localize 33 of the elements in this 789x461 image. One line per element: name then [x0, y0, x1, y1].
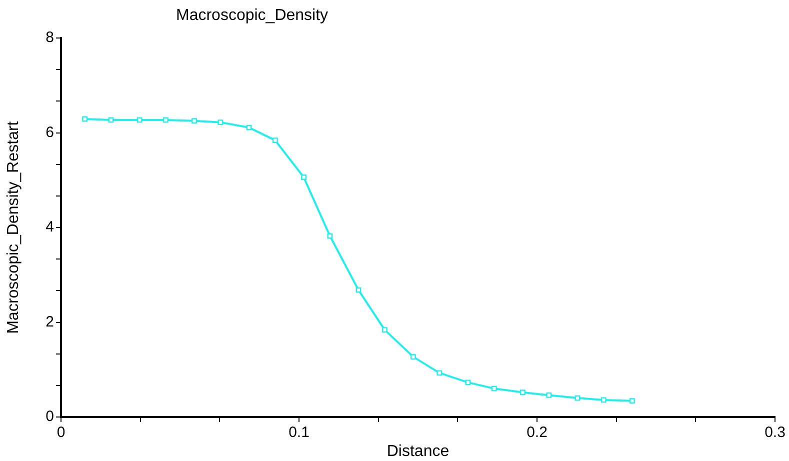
point [436, 370, 442, 376]
point [218, 120, 224, 126]
point [356, 287, 362, 293]
point [163, 117, 168, 123]
y-tick-label: 2 [46, 313, 54, 330]
point [82, 116, 88, 122]
point [600, 397, 606, 403]
y-tick-label: 4 [46, 218, 54, 236]
point [301, 174, 306, 180]
point [574, 395, 580, 401]
point [520, 390, 526, 396]
point [465, 380, 471, 386]
y-tick-label: 0 [46, 408, 54, 426]
x-tick-label: 0 [56, 424, 66, 442]
point [272, 138, 278, 144]
x-axis-title: Distance [386, 442, 450, 460]
y-tick-label: 8 [46, 29, 54, 46]
chart-title: Macroscopic_Density [176, 7, 328, 25]
point [491, 386, 497, 392]
x-tick-label: 0.2 [526, 424, 548, 442]
y-tick-label: 6 [46, 124, 54, 141]
x-tick-label: 0.3 [764, 424, 786, 442]
point [136, 117, 142, 123]
point [382, 327, 388, 333]
point [546, 392, 552, 398]
point [410, 354, 416, 360]
y-axis-title: Macroscopic_Density_Restart [5, 120, 22, 334]
point [192, 118, 197, 124]
point [246, 124, 252, 130]
point [629, 398, 635, 404]
point [327, 233, 333, 239]
point [108, 117, 114, 123]
x-tick-label: 0.1 [288, 424, 310, 442]
